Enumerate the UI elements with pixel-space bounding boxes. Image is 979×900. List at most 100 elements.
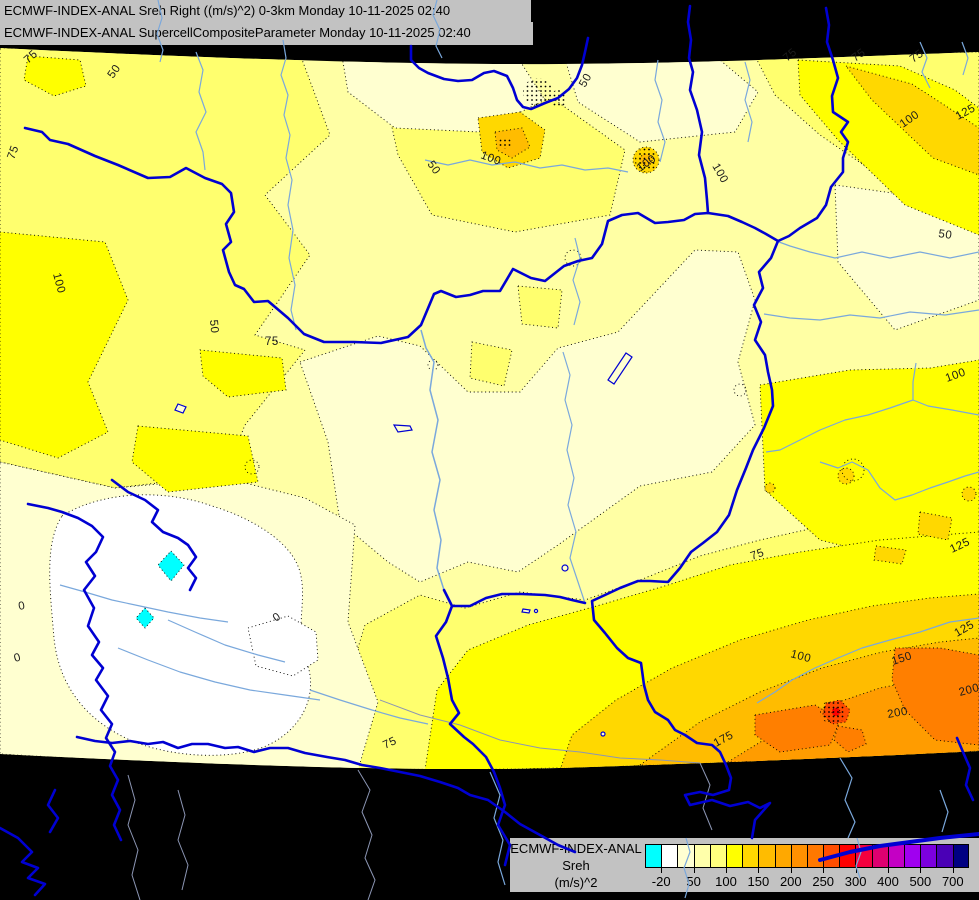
legend-tick-mark xyxy=(855,868,857,873)
stream-black-a xyxy=(489,771,506,886)
border-black-c xyxy=(127,774,141,900)
stipple-cluster xyxy=(523,78,553,106)
legend-tick-label: 200 xyxy=(779,874,802,889)
legend-tick-label: 150 xyxy=(747,874,770,889)
legend-tick-label: 400 xyxy=(877,874,899,889)
legend-tick-label: -20 xyxy=(651,874,671,889)
legend-text-block: ECMWF-INDEX-ANAL Sreh (m/s)^2 xyxy=(510,840,642,891)
stream-maros xyxy=(756,617,979,704)
stream-ipoly xyxy=(424,159,629,173)
legend-swatch xyxy=(725,844,743,868)
stipple-cluster xyxy=(499,137,511,149)
contour-label: 75 xyxy=(381,735,399,752)
stream-koros-c xyxy=(765,362,917,453)
contour-label: 200 xyxy=(886,706,908,721)
river-zala-border xyxy=(110,478,198,592)
contour-label: 100 xyxy=(789,648,812,665)
streams-layer xyxy=(59,0,979,900)
region-gold-spot-east-a xyxy=(837,467,855,485)
legend-tick-mark xyxy=(726,868,727,873)
stream-east-meander xyxy=(819,461,979,501)
river-hernad xyxy=(686,4,710,215)
stream-black-c xyxy=(939,789,949,833)
contour-label: 0 xyxy=(17,600,26,613)
border-black-a xyxy=(357,769,376,900)
contour-ring-e xyxy=(733,383,747,397)
legend-tick-mark xyxy=(920,868,922,873)
lake-small-a xyxy=(521,608,531,614)
title-bar-supercell: ECMWF-INDEX-ANAL SupercellCompositeParam… xyxy=(0,22,533,45)
stream-vah-east xyxy=(280,39,297,331)
lake-small-c xyxy=(600,731,606,737)
sava-corner-b xyxy=(46,788,60,834)
lake-velence xyxy=(561,564,569,572)
region-gold-spot-east-b xyxy=(917,511,953,541)
contour-ring-d xyxy=(841,458,865,482)
region-deeporange-blob-b xyxy=(833,725,867,753)
legend-tick-label: 300 xyxy=(844,874,867,889)
legend-tick-mark xyxy=(693,868,695,873)
lake-tisza xyxy=(607,352,633,385)
border-black-d xyxy=(177,789,189,891)
legend-swatch xyxy=(742,844,759,868)
legend-parameter-name: Sreh xyxy=(562,858,590,873)
region-bright-west-b xyxy=(23,55,87,97)
stream-center-north xyxy=(572,237,581,326)
lakes-layer xyxy=(174,352,633,737)
stream-over-legend-b xyxy=(855,837,862,879)
mura-river xyxy=(26,502,123,842)
stipple-cluster xyxy=(635,148,657,172)
region-cream-east xyxy=(834,184,979,331)
legend-tick-label: 100 xyxy=(715,874,737,889)
region-gold-spot-east-e xyxy=(961,486,977,502)
legend-swatch xyxy=(952,844,969,868)
legend-swatch xyxy=(774,844,791,868)
sava-corner-a xyxy=(0,826,47,897)
legend-swatch xyxy=(936,844,953,868)
legend-swatch xyxy=(693,844,710,868)
region-gold-northeast-streak xyxy=(844,65,979,176)
contour-label: 100 xyxy=(50,272,67,295)
stream-over-legend-a xyxy=(683,837,691,899)
legend-tick-label: 700 xyxy=(941,874,964,889)
legend-tick-mark xyxy=(823,868,825,873)
legend-tick-label: 500 xyxy=(909,874,932,889)
danube-upper xyxy=(23,126,780,345)
stipple-cluster xyxy=(820,700,846,724)
border-croatia xyxy=(379,699,701,764)
river-right-edge xyxy=(955,736,975,802)
legend-tick-label: 50 xyxy=(686,874,701,889)
tisza-river xyxy=(590,239,780,840)
region-mid-center-patch-a xyxy=(517,285,563,329)
region-bright-west-d xyxy=(131,425,259,493)
stream-sw-south xyxy=(309,689,429,725)
stream-north-a xyxy=(654,59,666,163)
region-cyan-spot-a xyxy=(157,550,185,582)
legend-color-bar xyxy=(645,844,969,868)
contour-label: 200 xyxy=(958,682,979,699)
legend-swatch xyxy=(904,844,921,868)
region-bright-west-a xyxy=(0,231,129,459)
contour-ring-a xyxy=(244,459,260,475)
river-bodrog xyxy=(776,6,850,243)
legend-tick-mark xyxy=(952,868,954,873)
stream-koros-a xyxy=(778,241,979,259)
stream-kapos-a xyxy=(167,619,286,663)
drava-river xyxy=(75,735,577,854)
legend-swatch xyxy=(806,844,824,868)
stream-center-south xyxy=(562,351,586,604)
stream-vah-west xyxy=(195,51,207,171)
color-scale-legend: ECMWF-INDEX-ANAL Sreh (m/s)^2 -20 50 100 15… xyxy=(510,838,979,892)
region-mid-center-patch-b xyxy=(469,341,513,387)
stream-over-titlebar-b xyxy=(432,0,443,59)
lake-small-b xyxy=(533,608,539,614)
contour-label: 50 xyxy=(577,72,594,90)
region-amber-topcenter-core xyxy=(494,127,531,159)
legend-unit: (m/s)^2 xyxy=(554,875,598,890)
lake-balaton xyxy=(392,424,413,433)
river-north-slovakia xyxy=(409,36,590,111)
contour-label: 50 xyxy=(938,228,953,242)
stream-north-b xyxy=(744,61,753,143)
legend-model-name: ECMWF-INDEX-ANAL xyxy=(510,841,642,856)
